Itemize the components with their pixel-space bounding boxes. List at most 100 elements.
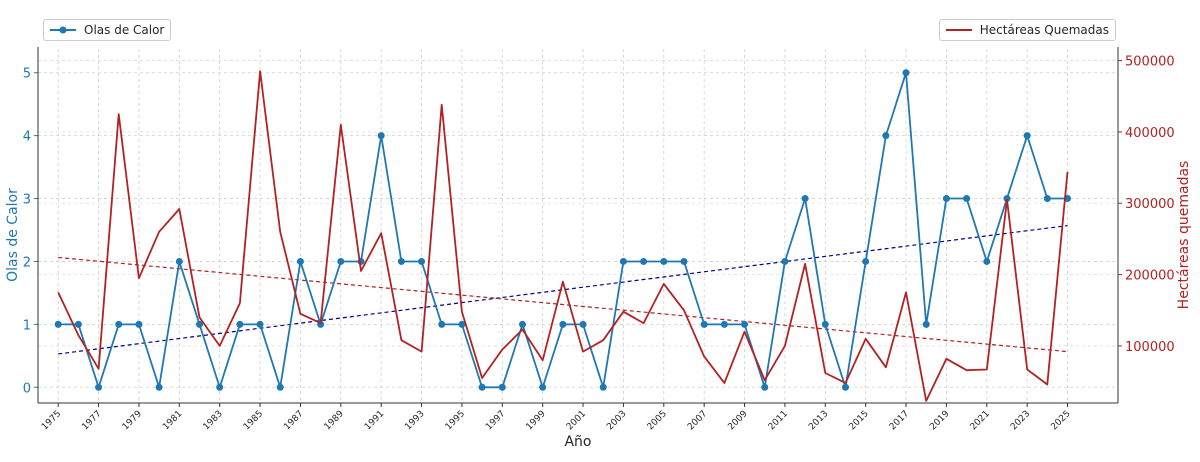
data-point-heat-waves — [135, 320, 143, 328]
data-point-heat-waves — [983, 257, 991, 265]
data-point-heat-waves — [377, 132, 385, 140]
x-tick-label: 1987 — [282, 409, 305, 432]
y-tick-label-right: 400000 — [1125, 126, 1175, 141]
data-point-heat-waves — [1023, 132, 1031, 140]
right-axis-label: Hectáreas quemadas — [1176, 161, 1192, 310]
x-tick-label: 2017 — [888, 409, 911, 432]
legend-burned-hectares: Hectáreas Quemadas — [938, 19, 1116, 41]
data-point-heat-waves — [115, 320, 123, 328]
data-point-heat-waves — [397, 257, 405, 265]
x-axis-label: Año — [564, 434, 591, 450]
data-point-heat-waves — [660, 257, 668, 265]
x-tick-label: 1977 — [80, 409, 103, 432]
data-point-heat-waves — [539, 383, 547, 391]
data-point-heat-waves — [438, 320, 446, 328]
data-point-heat-waves — [741, 320, 749, 328]
left-axis-label: Olas de Calor — [5, 188, 21, 282]
data-point-heat-waves — [640, 257, 648, 265]
data-point-heat-waves — [841, 383, 849, 391]
x-tick-label: 2015 — [848, 409, 871, 432]
data-point-heat-waves — [942, 195, 950, 203]
data-point-heat-waves — [216, 383, 224, 391]
x-tick-label: 1995 — [444, 409, 467, 432]
y-tick-label-left: 3 — [23, 193, 31, 208]
trendline-left — [58, 225, 1068, 355]
y-tick-label-left: 5 — [23, 67, 31, 82]
legend-heat-waves: Olas de Calor — [43, 19, 172, 41]
x-tick-label: 2019 — [928, 409, 951, 432]
data-point-heat-waves — [337, 257, 345, 265]
data-point-heat-waves — [195, 320, 203, 328]
legend-swatch-burned-hectares — [945, 29, 972, 31]
y-tick-label-right: 100000 — [1125, 340, 1175, 355]
data-point-heat-waves — [922, 320, 930, 328]
data-point-heat-waves — [276, 383, 284, 391]
data-point-heat-waves — [1003, 195, 1011, 203]
x-tick-label: 2003 — [605, 409, 628, 432]
x-tick-label: 2023 — [1009, 409, 1032, 432]
data-point-heat-waves — [963, 195, 971, 203]
data-point-heat-waves — [559, 320, 567, 328]
data-point-heat-waves — [680, 257, 688, 265]
data-point-heat-waves — [256, 320, 264, 328]
data-point-heat-waves — [155, 383, 163, 391]
x-tick-label: 1981 — [161, 409, 184, 432]
data-point-heat-waves — [579, 320, 587, 328]
data-point-heat-waves — [882, 132, 890, 140]
y-tick-label-left: 2 — [23, 255, 31, 270]
legend-swatch-heat-waves — [50, 26, 76, 34]
x-tick-label: 1989 — [323, 409, 346, 432]
x-tick-label: 2021 — [969, 409, 992, 432]
series — [54, 69, 1072, 402]
x-tick-label: 2009 — [726, 409, 749, 432]
x-tick-label: 2025 — [1049, 409, 1072, 432]
y-tick-label-left: 1 — [23, 318, 31, 333]
data-point-heat-waves — [54, 320, 62, 328]
x-tick-label: 2005 — [646, 409, 669, 432]
trendlines — [58, 225, 1068, 355]
y-tick-label-right: 300000 — [1125, 197, 1175, 212]
data-point-heat-waves — [418, 257, 426, 265]
x-tick-label: 1979 — [121, 409, 144, 432]
data-point-heat-waves — [518, 320, 526, 328]
data-point-heat-waves — [700, 320, 708, 328]
trendline-right — [58, 256, 1068, 353]
y-tick-label-left: 4 — [23, 130, 31, 145]
x-tick-label: 2007 — [686, 409, 709, 432]
legend-label-burned-hectares: Hectáreas Quemadas — [979, 23, 1109, 37]
series-line-heat-waves — [58, 71, 1068, 389]
y-tick-label-right: 500000 — [1125, 55, 1175, 70]
series-line-burned-hectares — [57, 70, 1069, 402]
data-point-heat-waves — [720, 320, 728, 328]
data-point-heat-waves — [458, 320, 466, 328]
x-tick-label: 1985 — [242, 409, 265, 432]
data-point-heat-waves — [1043, 195, 1051, 203]
x-tick-label: 2011 — [767, 409, 790, 432]
data-point-heat-waves — [478, 383, 486, 391]
grid — [38, 49, 1118, 403]
data-point-heat-waves — [95, 383, 103, 391]
data-point-heat-waves — [599, 383, 607, 391]
data-point-heat-waves — [619, 257, 627, 265]
data-point-heat-waves — [498, 383, 506, 391]
x-tick-label: 2013 — [807, 409, 830, 432]
x-tick-label: 1983 — [202, 409, 225, 432]
x-tick-label: 1991 — [363, 409, 386, 432]
data-point-heat-waves — [761, 383, 769, 391]
x-tick-label: 1975 — [40, 409, 63, 432]
x-tick-label: 2001 — [565, 409, 588, 432]
data-point-heat-waves — [781, 257, 789, 265]
data-point-heat-waves — [862, 257, 870, 265]
x-tick-label: 1993 — [403, 409, 426, 432]
data-point-heat-waves — [175, 257, 183, 265]
x-tick-label: 1997 — [484, 409, 507, 432]
x-tick-label: 1999 — [525, 409, 548, 432]
y-tick-label-left: 0 — [23, 381, 31, 396]
legend-label-heat-waves: Olas de Calor — [84, 23, 165, 37]
data-point-heat-waves — [74, 320, 82, 328]
data-point-heat-waves — [821, 320, 829, 328]
axes — [34, 47, 1122, 407]
data-point-heat-waves — [236, 320, 244, 328]
data-point-heat-waves — [296, 257, 304, 265]
